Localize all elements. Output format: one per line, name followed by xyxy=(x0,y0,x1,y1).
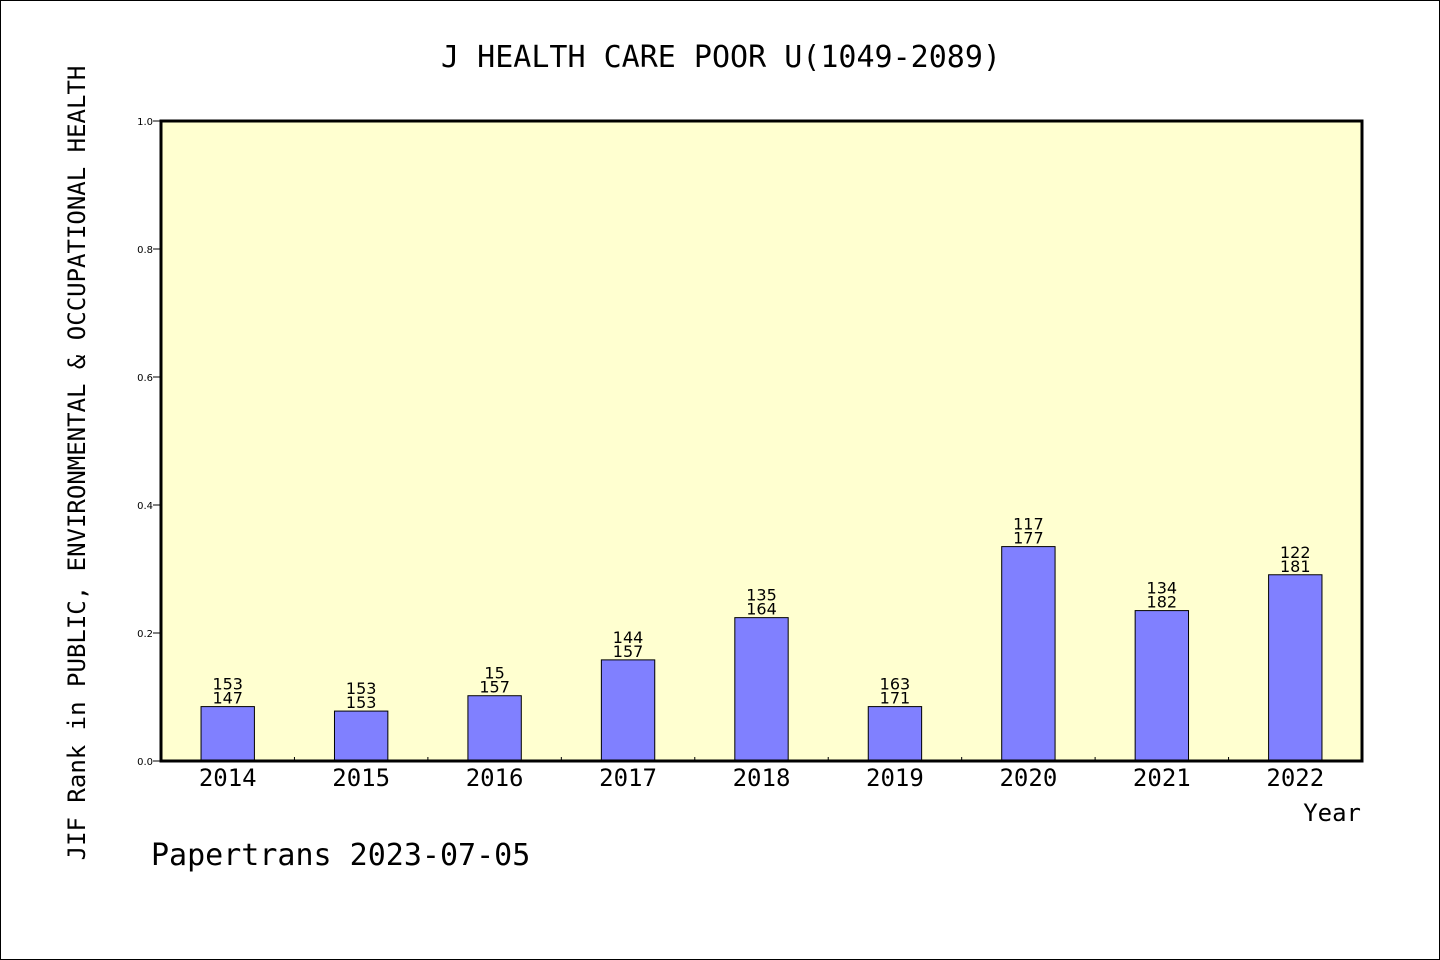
bar-label-total: 153 xyxy=(346,693,377,712)
x-tick-label: 2019 xyxy=(866,764,924,792)
bar-label-rank: 122 xyxy=(1280,543,1311,562)
y-axis-label: JIF Rank in PUBLIC, ENVIRONMENTAL & OCCU… xyxy=(63,66,91,861)
bar-label-rank: 153 xyxy=(346,679,377,698)
bar-label-rank: 135 xyxy=(746,586,777,605)
y-tick-label: 0.0 xyxy=(137,757,153,768)
x-axis-ticks: 2014 2015 2016 2017 2018 2019 2020 2021 2022 xyxy=(199,757,1324,792)
bar-label-rank: 15 xyxy=(484,664,504,683)
x-tick-label: 2020 xyxy=(999,764,1057,792)
bar-label-rank: 153 xyxy=(212,675,243,694)
footer-watermark: Papertrans 2023-07-05 xyxy=(151,838,530,873)
bar-label-total: 177 xyxy=(1013,529,1044,548)
bar-2017 xyxy=(600,659,656,762)
bar-2015 xyxy=(333,710,389,762)
x-tick-label: 2021 xyxy=(1133,764,1191,792)
bar-label-total: 157 xyxy=(479,678,510,697)
bar-label-total: 164 xyxy=(746,600,777,619)
bar-2018 xyxy=(734,617,789,762)
bar-label-rank: 163 xyxy=(880,675,911,694)
bar-label-total: 147 xyxy=(212,689,243,708)
y-tick-label: 0.6 xyxy=(137,373,153,384)
x-tick-label: 2014 xyxy=(199,764,257,792)
x-tick-label: 2018 xyxy=(733,764,791,792)
x-tick-label: 2017 xyxy=(599,764,657,792)
bar-label-total: 171 xyxy=(880,689,911,708)
chart-title: J HEALTH CARE POOR U(1049-2089) xyxy=(441,40,1001,75)
y-tick-label: 0.8 xyxy=(137,245,153,256)
bar-2016 xyxy=(467,695,522,762)
bar-label-rank: 134 xyxy=(1147,579,1178,598)
bar-2020 xyxy=(1001,546,1056,762)
bar-label-total: 181 xyxy=(1280,557,1311,576)
x-tick-label: 2016 xyxy=(466,764,524,792)
bar-label-rank: 144 xyxy=(613,628,644,647)
bar-label-total: 182 xyxy=(1147,593,1178,612)
y-axis-ticks: 0.0 0.2 0.4 0.6 0.8 1.0 xyxy=(137,117,161,768)
y-tick-label: 1.0 xyxy=(137,117,153,128)
plot-frame xyxy=(159,119,1364,763)
x-tick-label: 2015 xyxy=(332,764,390,792)
bar-2022 xyxy=(1268,574,1323,762)
bar-2021 xyxy=(1134,610,1190,762)
x-axis-label: Year xyxy=(1303,799,1361,827)
x-tick-label: 2022 xyxy=(1266,764,1324,792)
bars-group xyxy=(200,546,1323,762)
bar-2014 xyxy=(200,706,255,762)
y-tick-label: 0.2 xyxy=(137,629,153,640)
bar-2019 xyxy=(867,706,923,762)
bar-label-total: 157 xyxy=(613,642,644,661)
bar-label-rank: 117 xyxy=(1013,515,1044,534)
bar-labels-group: 1531471531531515714415713516416317111717… xyxy=(212,515,1310,712)
y-tick-label: 0.4 xyxy=(137,501,153,512)
